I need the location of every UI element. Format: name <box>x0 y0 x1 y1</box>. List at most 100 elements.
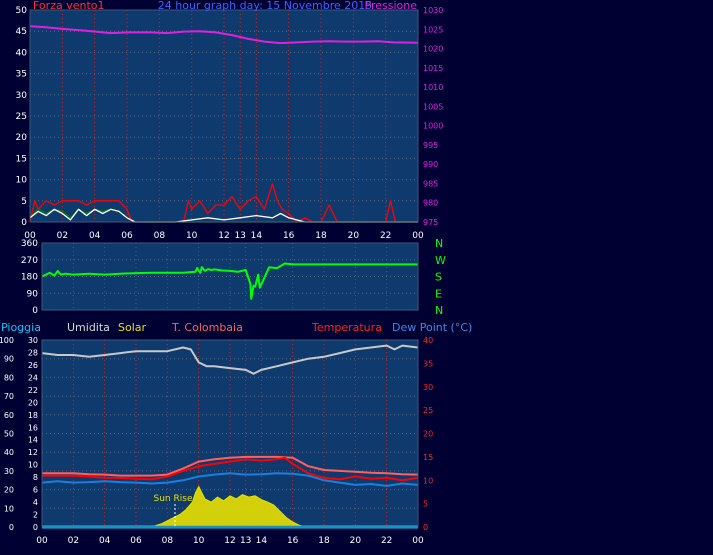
panel1-right-label: Pressione <box>365 0 418 12</box>
compass-label: N <box>435 237 443 250</box>
humidity-tick-label: 28 <box>28 348 38 357</box>
right-tick-label: 1015 <box>423 64 443 73</box>
humidity-tick-label: 26 <box>28 361 38 370</box>
x-tick-label: 13 <box>240 536 251 546</box>
x-tick-label: 12 <box>218 231 229 241</box>
x-tick-label: 18 <box>318 536 330 546</box>
rain-tick-label: 30 <box>4 467 14 476</box>
rain-tick-label: 50 <box>4 430 14 439</box>
x-tick-label: 14 <box>256 536 268 546</box>
x-tick-label: 00 <box>412 231 424 241</box>
right-tick-label: 1030 <box>423 6 443 15</box>
x-tick-label: 22 <box>380 231 391 241</box>
compass-label: W <box>435 254 446 267</box>
direction-tick-label: 0 <box>32 306 38 316</box>
humidity-tick-label: 22 <box>28 386 38 395</box>
series-line-umidita <box>41 344 419 375</box>
direction-tick-label: 90 <box>27 289 39 299</box>
left-tick-label: 35 <box>16 70 27 80</box>
rain-tick-label: 70 <box>4 392 14 401</box>
header-umidita: Umidita <box>67 321 110 334</box>
left-tick-label: 0 <box>21 218 27 228</box>
compass-label: E <box>435 287 442 300</box>
direction-tick-label: 270 <box>21 256 38 266</box>
humidity-tick-label: 12 <box>28 448 38 457</box>
series-line-raffica <box>29 183 418 223</box>
temperature-tick-label: 40 <box>423 336 433 345</box>
humidity-tick-label: 14 <box>28 436 38 445</box>
series-line-dew-point <box>41 472 419 487</box>
x-tick-label: 13 <box>234 231 245 241</box>
series-line-vento <box>29 208 418 223</box>
series-line-t-colombaia <box>42 455 419 477</box>
temperature-tick-label: 25 <box>423 406 433 415</box>
left-tick-label: 45 <box>16 27 27 37</box>
right-tick-label: 1000 <box>423 122 443 131</box>
right-tick-label: 1010 <box>423 83 443 92</box>
humidity-tick-label: 16 <box>28 423 38 432</box>
rain-tick-label: 100 <box>0 336 14 345</box>
humidity-tick-label: 10 <box>28 461 38 470</box>
temperature-tick-label: 5 <box>423 500 428 509</box>
humidity-tick-label: 30 <box>28 336 38 345</box>
x-tick-label: 10 <box>186 231 198 241</box>
x-tick-label: 06 <box>130 536 142 546</box>
temperature-tick-label: 30 <box>423 383 433 392</box>
compass-label: N <box>435 304 443 317</box>
left-tick-label: 5 <box>21 197 27 207</box>
right-tick-label: 1025 <box>423 25 443 34</box>
x-tick-label: 02 <box>68 536 79 546</box>
x-tick-label: 16 <box>287 536 299 546</box>
x-tick-label: 04 <box>99 536 111 546</box>
direction-tick-label: 180 <box>21 273 38 283</box>
humidity-tick-label: 18 <box>28 411 38 420</box>
x-tick-label: 00 <box>24 231 36 241</box>
temperature-tick-label: 10 <box>423 476 433 485</box>
x-tick-label: 12 <box>224 536 235 546</box>
x-tick-label: 00 <box>36 536 48 546</box>
right-tick-label: 990 <box>423 160 438 169</box>
panel3-temperature-ticks: 0 5 10 15 20 25 30 35 40 <box>423 336 433 532</box>
header-pioggia: Pioggia <box>1 321 41 334</box>
x-tick-label: 16 <box>283 231 295 241</box>
humidity-tick-label: 6 <box>33 486 38 495</box>
right-tick-label: 975 <box>423 218 438 227</box>
header-dew-point: Dew Point (°C) <box>392 321 472 334</box>
header-t-colombaia: T. Colombaia <box>171 321 243 334</box>
x-tick-label: 10 <box>193 536 205 546</box>
panel3-rain-ticks: 0 10 20 30 40 50 60 70 80 90 100 <box>0 336 14 532</box>
left-tick-label: 50 <box>16 6 28 16</box>
direction-tick-label: 360 <box>21 239 38 249</box>
x-tick-label: 20 <box>350 536 362 546</box>
humidity-tick-label: 2 <box>33 511 38 520</box>
right-tick-label: 1005 <box>423 102 443 111</box>
left-tick-label: 10 <box>16 176 28 186</box>
left-tick-label: 25 <box>16 112 27 122</box>
rain-tick-label: 40 <box>4 448 14 457</box>
panel1-x-ticks: 00 02 04 06 08 10 12 13 14 16 18 20 22 00 <box>24 231 424 241</box>
humidity-tick-label: 8 <box>33 473 38 482</box>
series-line-direction <box>41 262 418 300</box>
rain-tick-label: 80 <box>4 373 14 382</box>
panel1-left-ticks: 0 5 10 15 20 25 30 35 40 45 50 <box>16 6 28 228</box>
x-tick-label: 00 <box>412 536 424 546</box>
humidity-tick-label: 20 <box>28 398 38 407</box>
temperature-tick-label: 35 <box>423 359 433 368</box>
sunrise-label: Sun Rise <box>154 494 193 504</box>
right-tick-label: 980 <box>423 199 438 208</box>
humidity-tick-label: 24 <box>28 373 38 382</box>
header-temperatura: Temperatura <box>311 321 382 334</box>
header-solar: Solar <box>118 321 147 334</box>
rain-tick-label: 60 <box>4 411 14 420</box>
left-tick-label: 20 <box>16 133 28 143</box>
x-tick-label: 06 <box>121 231 133 241</box>
temperature-tick-label: 15 <box>423 453 433 462</box>
x-tick-label: 04 <box>89 231 101 241</box>
rain-tick-label: 20 <box>4 486 14 495</box>
x-tick-label: 08 <box>162 536 174 546</box>
x-tick-label: 22 <box>381 536 392 546</box>
left-tick-label: 40 <box>16 48 28 58</box>
